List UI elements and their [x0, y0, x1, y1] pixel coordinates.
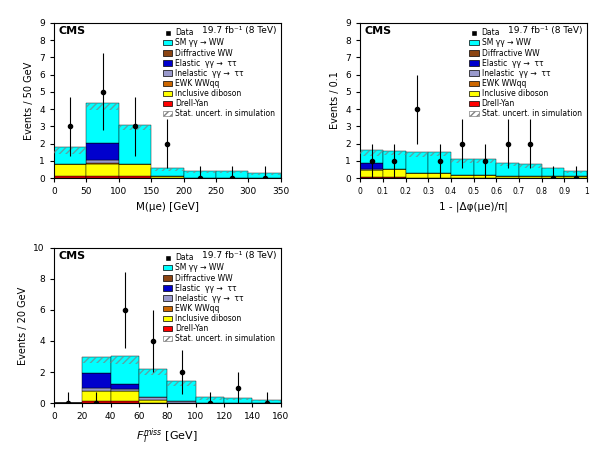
Bar: [86, 143, 119, 160]
Bar: [216, 171, 249, 173]
Bar: [167, 382, 196, 402]
Bar: [360, 169, 383, 170]
Bar: [428, 152, 451, 173]
Bar: [82, 388, 111, 391]
Bar: [406, 173, 428, 178]
Bar: [167, 382, 196, 386]
Bar: [383, 169, 406, 177]
Bar: [54, 403, 82, 406]
Bar: [406, 152, 428, 173]
Bar: [497, 176, 519, 178]
Bar: [86, 176, 119, 178]
Bar: [183, 171, 216, 173]
Bar: [86, 164, 119, 176]
Bar: [224, 398, 252, 400]
Y-axis label: Events / 0.1: Events / 0.1: [330, 71, 340, 130]
Bar: [111, 389, 139, 391]
Bar: [519, 164, 541, 168]
Text: CMS: CMS: [365, 26, 392, 36]
Bar: [86, 103, 119, 143]
Y-axis label: Events / 20 GeV: Events / 20 GeV: [18, 286, 28, 365]
Bar: [196, 397, 224, 403]
Bar: [474, 159, 497, 163]
Bar: [249, 173, 281, 178]
Bar: [224, 398, 252, 403]
Bar: [54, 176, 86, 178]
X-axis label: 1 - |Δφ(μe)/π|: 1 - |Δφ(μe)/π|: [439, 202, 508, 212]
Bar: [82, 373, 111, 388]
Bar: [119, 125, 151, 164]
Bar: [252, 400, 281, 402]
Bar: [82, 357, 111, 373]
Bar: [119, 176, 151, 178]
Bar: [119, 125, 151, 130]
Bar: [54, 147, 86, 164]
Bar: [54, 147, 86, 154]
Bar: [474, 159, 497, 174]
Bar: [82, 357, 111, 364]
Bar: [360, 177, 383, 178]
Bar: [139, 369, 167, 375]
Bar: [428, 152, 451, 156]
Bar: [360, 163, 383, 169]
Bar: [360, 151, 383, 156]
Bar: [519, 176, 541, 178]
Bar: [451, 159, 474, 163]
Text: 19.7 fb⁻¹ (8 TeV): 19.7 fb⁻¹ (8 TeV): [202, 26, 276, 35]
Bar: [183, 171, 216, 178]
Bar: [252, 400, 281, 403]
Text: 19.7 fb⁻¹ (8 TeV): 19.7 fb⁻¹ (8 TeV): [202, 251, 276, 260]
Bar: [383, 151, 406, 169]
Bar: [451, 174, 474, 178]
Text: CMS: CMS: [59, 26, 86, 36]
Bar: [541, 176, 564, 178]
Bar: [564, 176, 587, 178]
Bar: [497, 163, 519, 166]
Bar: [474, 174, 497, 178]
Bar: [86, 160, 119, 164]
Legend: Data, SM γγ → WW, Diffractive WW, Elastic  γγ →  ττ, Inelastic  γγ →  ττ, EWK WW: Data, SM γγ → WW, Diffractive WW, Elasti…: [468, 27, 583, 120]
Bar: [519, 164, 541, 176]
Bar: [564, 171, 587, 176]
Bar: [360, 170, 383, 177]
Bar: [360, 151, 383, 163]
Bar: [86, 103, 119, 110]
Text: CMS: CMS: [59, 251, 86, 261]
Bar: [497, 163, 519, 176]
Bar: [406, 152, 428, 158]
Y-axis label: Events / 50 GeV: Events / 50 GeV: [23, 61, 34, 140]
Bar: [167, 402, 196, 403]
Bar: [541, 168, 564, 176]
Bar: [139, 400, 167, 403]
Legend: Data, SM γγ → WW, Diffractive WW, Elastic  γγ →  ττ, Inelastic  γγ →  ττ, EWK WW: Data, SM γγ → WW, Diffractive WW, Elasti…: [162, 27, 277, 120]
Bar: [196, 397, 224, 400]
Bar: [383, 151, 406, 155]
Bar: [119, 164, 151, 176]
Bar: [151, 168, 183, 171]
Bar: [111, 356, 139, 384]
Bar: [216, 171, 249, 178]
X-axis label: M(μe) [GeV]: M(μe) [GeV]: [136, 202, 199, 212]
Bar: [139, 369, 167, 397]
Bar: [111, 356, 139, 364]
Bar: [428, 173, 451, 178]
X-axis label: $F_T^{miss}$ [GeV]: $F_T^{miss}$ [GeV]: [137, 426, 198, 446]
Bar: [383, 177, 406, 178]
Bar: [541, 168, 564, 169]
Bar: [54, 164, 86, 176]
Bar: [82, 402, 111, 403]
Text: 19.7 fb⁻¹ (8 TeV): 19.7 fb⁻¹ (8 TeV): [508, 26, 582, 35]
Bar: [151, 168, 183, 176]
Bar: [139, 397, 167, 400]
Bar: [111, 391, 139, 402]
Bar: [111, 402, 139, 403]
Bar: [82, 391, 111, 402]
Bar: [249, 173, 281, 174]
Legend: Data, SM γγ → WW, Diffractive WW, Elastic  γγ →  ττ, Inelastic  γγ →  ττ, EWK WW: Data, SM γγ → WW, Diffractive WW, Elasti…: [162, 252, 277, 345]
Bar: [564, 171, 587, 173]
Bar: [111, 384, 139, 389]
Bar: [151, 176, 183, 178]
Bar: [451, 159, 474, 174]
